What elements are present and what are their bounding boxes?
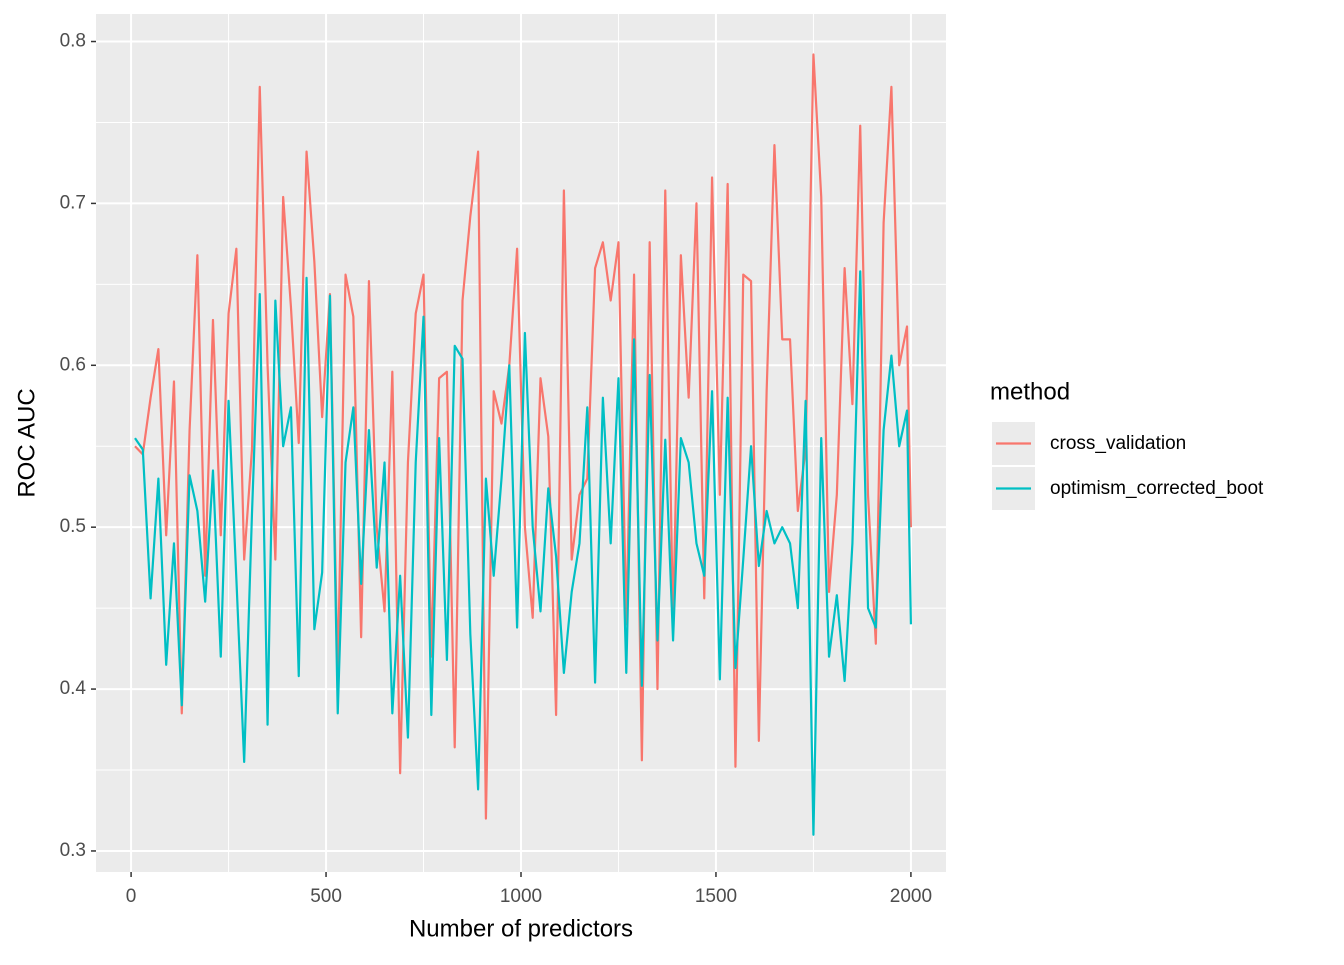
x-tick-label: 1500	[695, 886, 737, 907]
y-tick-label: 0.3	[60, 840, 86, 861]
y-tick-label: 0.5	[60, 516, 86, 537]
y-tick-label: 0.7	[60, 192, 86, 213]
grid	[96, 14, 946, 872]
x-axis-title: Number of predictors	[409, 915, 633, 942]
y-tick-label: 0.8	[60, 31, 86, 52]
axes: 0.3 0.4 0.5 0.6 0.7 0.8 0 500 1000 1500 2000	[60, 31, 932, 907]
legend-label: optimism_corrected_boot	[1050, 478, 1264, 499]
legend-label: cross_validation	[1050, 433, 1186, 454]
x-tick-label: 500	[310, 886, 342, 907]
x-tick-label: 1000	[500, 886, 542, 907]
y-tick-label: 0.4	[60, 678, 87, 699]
legend: cross_validation optimism_corrected_boot	[992, 422, 1264, 510]
x-tick-label: 0	[126, 886, 137, 907]
series-line	[134, 270, 913, 836]
lines	[134, 53, 913, 836]
y-tick-label: 0.6	[60, 354, 86, 375]
y-axis-title: ROC AUC	[13, 388, 40, 497]
legend-title: method	[990, 378, 1070, 405]
series-line	[134, 53, 913, 820]
x-tick-label: 2000	[890, 886, 932, 907]
